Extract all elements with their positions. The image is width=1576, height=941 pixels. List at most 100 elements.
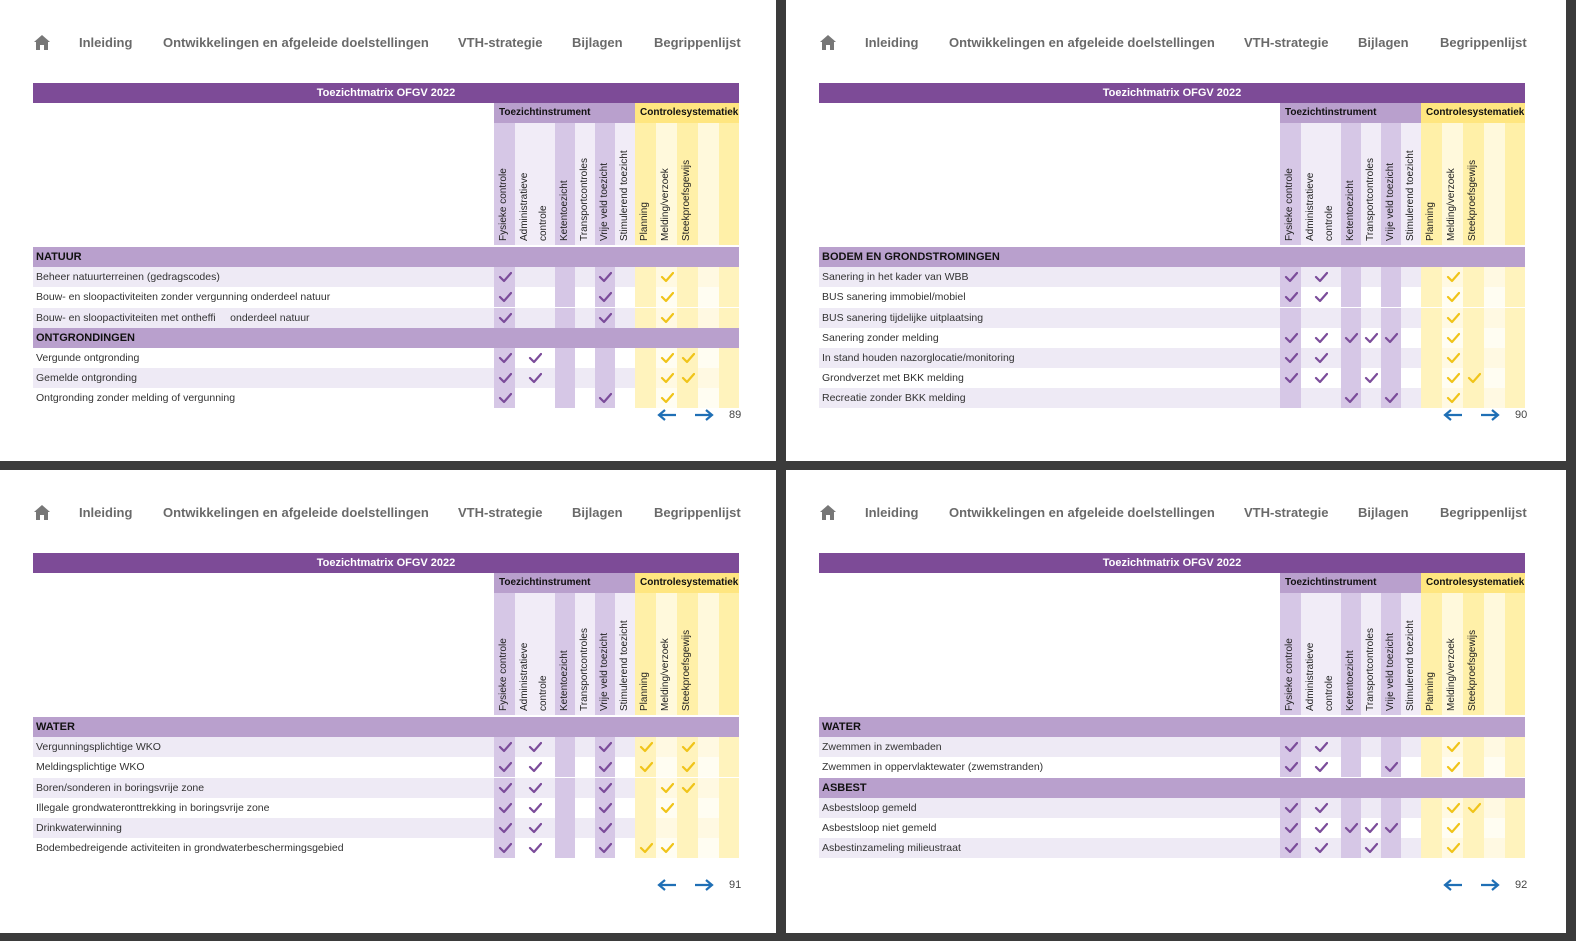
check-mark [528,802,542,813]
cell [677,757,698,778]
cell [1463,388,1484,409]
cell [1421,287,1442,308]
cell [635,797,656,818]
cell [575,267,595,288]
nav-link[interactable]: Bijlagen [1358,35,1409,50]
cell [575,797,595,818]
check-mark [1384,762,1398,773]
nav-link[interactable]: Inleiding [865,505,919,520]
cell [494,267,515,288]
cell [515,777,555,798]
nav-link[interactable]: Begrippenlijst [1440,505,1527,520]
cell [515,307,555,328]
check-mark [598,762,612,773]
cell [515,737,555,758]
page-number: 89 [729,409,742,421]
cell [1463,737,1484,758]
check-mark [660,373,674,384]
cell [656,737,677,758]
cell [698,777,719,798]
nav-link[interactable]: Bijlagen [572,505,623,520]
cell [656,797,677,818]
cell [1421,348,1442,368]
cell [719,757,739,778]
check-mark [598,393,612,404]
column-header: Vrije veld toezicht [599,163,610,241]
cell [494,348,515,368]
column-header: Transportcontroles [1365,628,1376,711]
column-header-bg [1341,123,1361,245]
column-header-bg [635,593,656,715]
row-label: Zwemmen in zwembaden [819,737,1280,758]
cell [1484,368,1505,389]
section-header: ONTGRONDINGEN [33,327,739,348]
check-mark [1314,742,1328,753]
nav-link[interactable]: Ontwikkelingen en afgeleide doelstelling… [949,505,1215,520]
nav-link[interactable]: VTH-strategie [458,35,543,50]
nav-link[interactable]: VTH-strategie [458,505,543,520]
cell [1463,287,1484,308]
nav-link[interactable]: Ontwikkelingen en afgeleide doelstelling… [949,35,1215,50]
nav-link[interactable]: Inleiding [865,35,919,50]
column-header: Vrije veld toezicht [1385,633,1396,711]
cell [1401,818,1421,838]
cell [698,818,719,838]
nav-link[interactable]: Ontwikkelingen en afgeleide doelstelling… [163,505,429,520]
cell [1361,737,1381,758]
check-mark [598,822,612,834]
nav-link[interactable]: Bijlagen [1358,505,1409,520]
table-title: Toezichtmatrix OFGV 2022 [819,553,1525,573]
nav-link[interactable]: VTH-strategie [1244,35,1329,50]
cell [1280,838,1301,859]
cell [615,388,635,409]
cell [1401,267,1421,288]
check-mark [1364,843,1378,854]
nav-link[interactable]: Ontwikkelingen en afgeleide doelstelling… [163,35,429,50]
cell [1301,838,1341,859]
column-header: Vrije veld toezicht [599,633,610,711]
cell [677,838,698,859]
cell [595,838,615,859]
cell [698,737,719,758]
group-header: Toezichtinstrument [494,573,635,593]
cell [719,348,739,368]
cell [1463,307,1484,328]
column-header-bg [635,123,656,245]
cell [635,348,656,368]
cell [1280,818,1301,838]
nav-link[interactable]: Inleiding [79,35,133,50]
section-header: WATER [819,717,1525,737]
cell [719,368,739,389]
next-arrow [695,879,714,891]
cell [615,797,635,818]
cell [1381,818,1401,838]
check-mark [660,272,674,283]
column-header-bg [1421,123,1442,245]
check-mark [598,272,612,283]
nav-link[interactable]: Begrippenlijst [1440,35,1527,50]
cell [494,777,515,798]
nav-link[interactable]: Bijlagen [572,35,623,50]
cell [1505,818,1525,838]
check-mark [1314,292,1328,303]
nav-link[interactable]: Begrippenlijst [654,505,741,520]
cell [555,797,575,818]
column-header: Ketentoezicht [559,650,570,711]
cell [1361,307,1381,328]
cell [615,737,635,758]
nav-link[interactable]: VTH-strategie [1244,505,1329,520]
nav-link[interactable]: Inleiding [79,505,133,520]
check-mark [498,762,512,773]
check-mark [1364,332,1378,343]
nav-link[interactable]: Begrippenlijst [654,35,741,50]
cell [1280,368,1301,389]
cell [635,267,656,288]
cell [1280,267,1301,288]
check-mark [1284,332,1298,343]
cell [719,777,739,798]
cell [1421,838,1442,859]
check-mark [681,782,695,793]
row-label: Vergunningsplichtige WKO [33,737,494,758]
column-header-bg [595,593,615,715]
cell [1463,267,1484,288]
